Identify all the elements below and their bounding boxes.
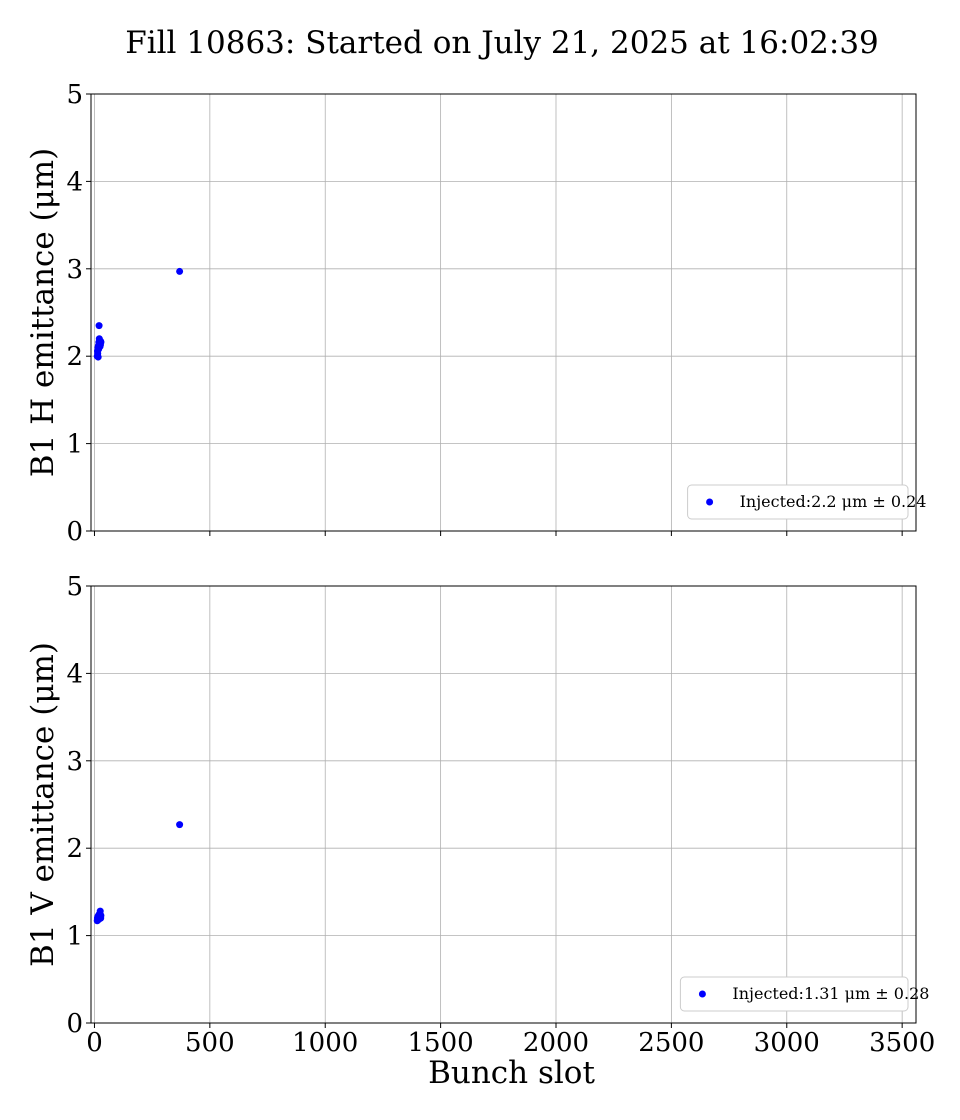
data-point <box>97 911 105 919</box>
x-tick-label: 3000 <box>754 1028 820 1058</box>
y-tick-label: 3 <box>66 747 83 777</box>
legend: Injected:1.31 μm ± 0.28 <box>679 976 929 1012</box>
data-point <box>94 353 102 361</box>
x-tick-label: 1500 <box>408 1028 474 1058</box>
y-tick-label: 4 <box>66 167 83 197</box>
y-tick-label: 5 <box>66 80 83 110</box>
y-tick-label: 5 <box>66 572 83 602</box>
x-tick-label: 3500 <box>869 1028 935 1058</box>
x-axis-label: Bunch slot <box>428 1055 595 1091</box>
x-tick-label: 2500 <box>638 1028 704 1058</box>
y-axis-label: B1 H emittance (μm) <box>25 148 61 478</box>
plot-frame <box>90 93 917 532</box>
y-tick-label: 3 <box>66 255 83 285</box>
legend-box <box>687 484 909 520</box>
y-tick-label: 2 <box>66 342 83 372</box>
data-point <box>176 267 184 275</box>
legend-marker <box>698 990 706 998</box>
x-tick-label: 2000 <box>523 1028 589 1058</box>
legend-label: Injected:1.31 μm ± 0.28 <box>732 984 929 1003</box>
y-axis-label: B1 V emittance (μm) <box>25 642 61 967</box>
legend-label: Injected:2.2 μm ± 0.24 <box>740 492 927 511</box>
y-tick-label: 0 <box>66 1009 83 1039</box>
data-point <box>95 322 103 330</box>
y-tick-label: 0 <box>66 517 83 547</box>
x-tick-label: 1000 <box>292 1028 358 1058</box>
chart-panel-2: 0 500 1000 1500 2000 2500 3000 3500 0 1 2 3 4 5 B1 V e… <box>25 572 935 1091</box>
y-tick-label: 1 <box>66 430 83 460</box>
chart-panel-1: 0 1 2 3 4 5 B1 H emittance (μm) Injected:2.2 μm… <box>25 80 926 547</box>
y-tick-label: 1 <box>66 922 83 952</box>
legend: Injected:2.2 μm ± 0.24 <box>687 484 927 520</box>
y-tick-label: 4 <box>66 659 83 689</box>
x-tick-label: 500 <box>185 1028 235 1058</box>
figure-title: Fill 10863: Started on July 21, 2025 at … <box>125 25 879 61</box>
y-tick-label: 2 <box>66 834 83 864</box>
data-point <box>176 821 184 829</box>
data-point <box>97 338 105 346</box>
x-tick-label: 0 <box>86 1028 103 1058</box>
legend-box <box>679 976 909 1012</box>
plot-frame <box>90 585 917 1024</box>
legend-marker <box>706 498 714 506</box>
